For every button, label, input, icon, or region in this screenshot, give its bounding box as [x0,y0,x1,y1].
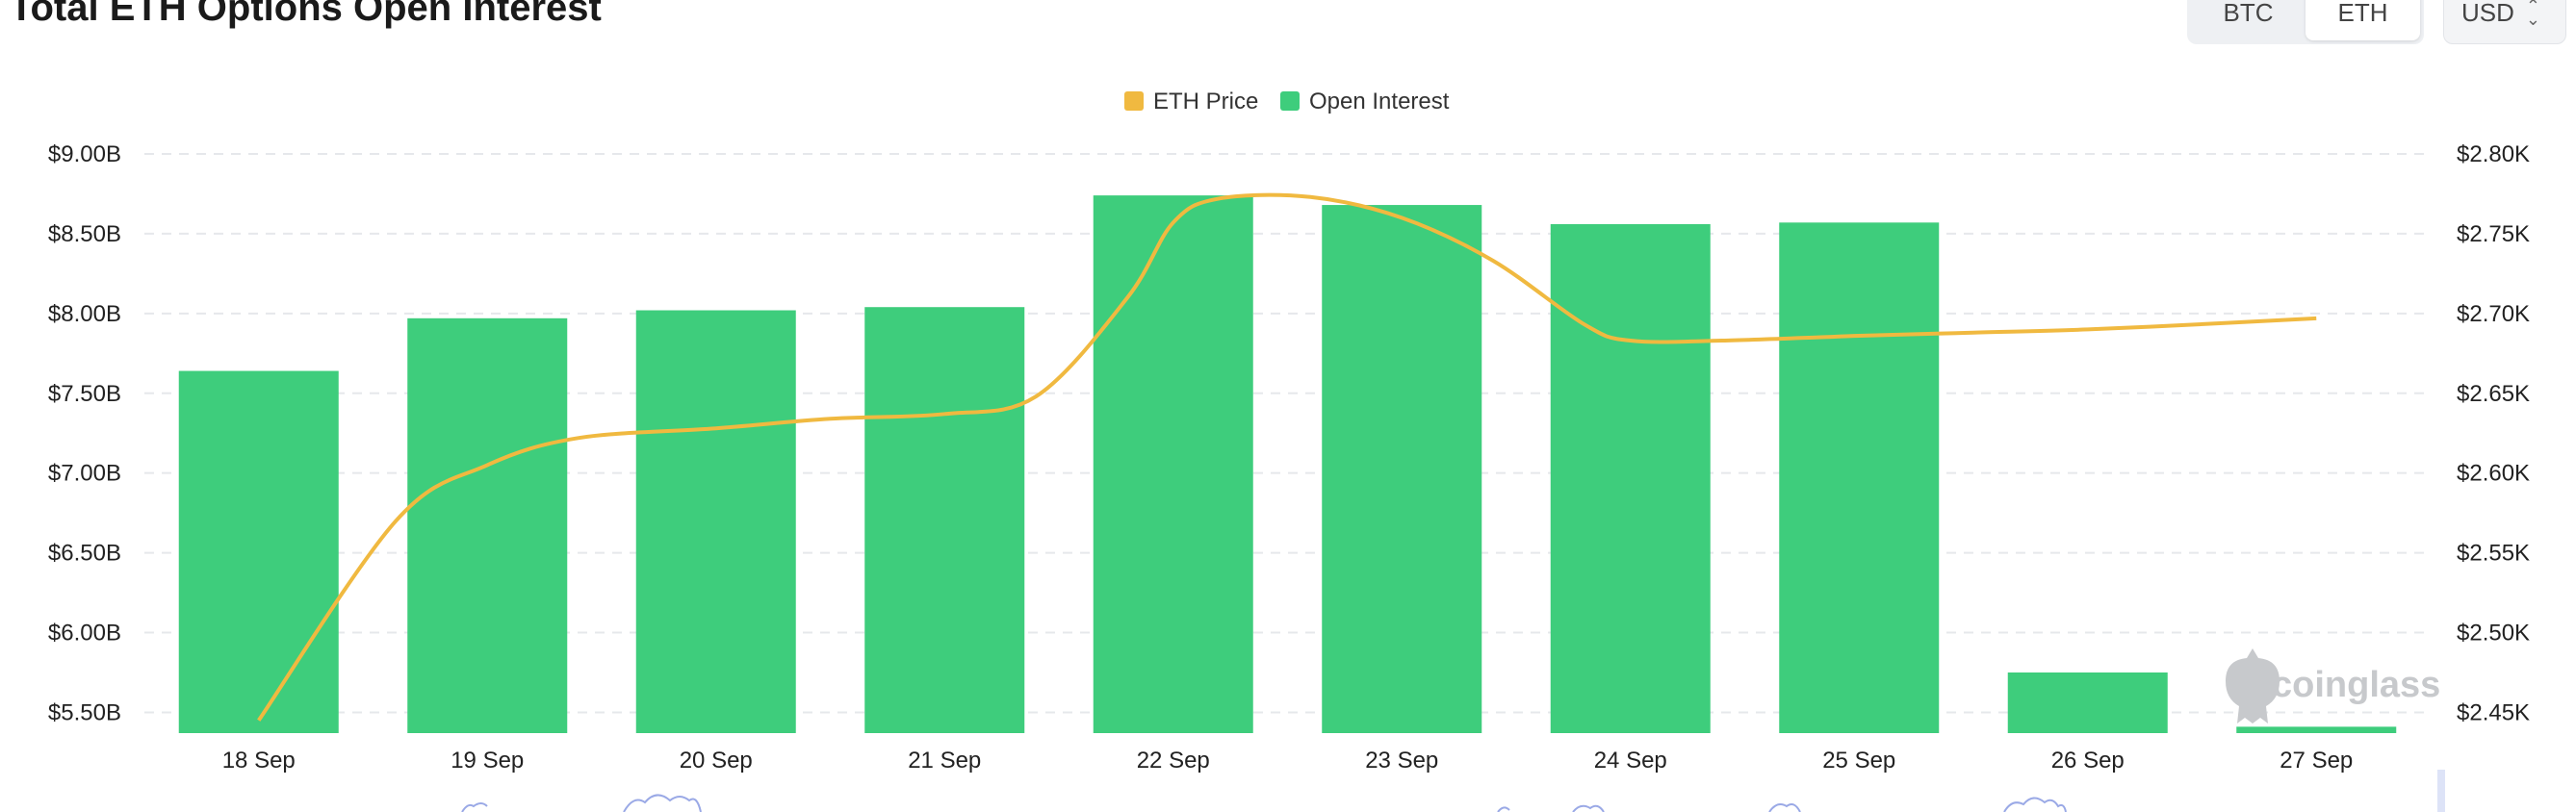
open-interest-bar[interactable] [635,310,796,733]
y-right-tick-label: $2.80K [2457,141,2530,167]
y-right-tick-label: $2.75K [2457,221,2530,247]
btc-tab[interactable]: BTC [2223,0,2274,27]
asset-toggle: BTC ETH [2187,0,2424,44]
y-right-tick-label: $2.65K [2457,381,2530,407]
page-title: Total ETH Options Open Interest [10,0,602,29]
x-tick-label: 24 Sep [1594,748,1667,774]
y-left-tick-label: $8.00B [48,301,121,327]
x-tick-label: 19 Sep [451,748,524,774]
y-right-tick-label: $2.55K [2457,541,2530,567]
y-left-tick-label: $6.50B [48,541,121,567]
coinglass-logo-icon [2226,648,2280,723]
open-interest-bar[interactable] [1779,222,1940,734]
y-right-tick-label: $2.50K [2457,621,2530,647]
x-tick-label: 26 Sep [2051,748,2125,774]
y-right-tick-label: $2.45K [2457,699,2530,725]
watermark-text: coinglass [2272,665,2440,705]
navigator-series [461,794,2067,812]
y-left-tick-label: $9.00B [48,141,121,167]
open-interest-bar[interactable] [2236,726,2397,733]
y-left-tick-label: $8.50B [48,221,121,247]
x-tick-label: 27 Sep [2280,748,2353,774]
chevron-updown-icon: ⌃ ⌄ [2525,0,2540,29]
open-interest-bar[interactable] [178,370,339,733]
open-interest-bar[interactable] [407,317,568,733]
y-left-tick-label: $5.50B [48,699,121,725]
open-interest-bar[interactable] [2007,672,2168,733]
open-interest-bar[interactable] [1550,223,1711,733]
x-tick-label: 18 Sep [222,748,296,774]
currency-value: USD [2461,0,2514,27]
x-tick-label: 25 Sep [1822,748,1895,774]
x-tick-label: 20 Sep [680,748,753,774]
eth-tab[interactable]: ETH [2306,0,2420,40]
open-interest-bar[interactable] [1322,205,1482,734]
navigator-handle[interactable] [2437,770,2445,812]
open-interest-bar[interactable] [864,307,1025,733]
range-navigator[interactable] [461,770,2445,812]
coinglass-watermark: coinglass [2226,648,2440,723]
legend-swatch [1280,91,1300,111]
open-interest-bar[interactable] [1093,195,1253,733]
legend-item[interactable]: Open Interest [1309,89,1450,114]
legend-item[interactable]: ETH Price [1153,89,1258,114]
x-tick-label: 22 Sep [1137,748,1210,774]
y-right-tick-label: $2.70K [2457,301,2530,327]
y-left-tick-label: $7.00B [48,461,121,487]
x-tick-label: 23 Sep [1365,748,1438,774]
y-right-tick-label: $2.60K [2457,461,2530,487]
currency-select[interactable]: USD ⌃ ⌄ [2443,0,2566,44]
y-left-tick-label: $6.00B [48,621,121,647]
eth-price-line[interactable] [257,192,2317,722]
legend-swatch [1124,91,1144,111]
x-tick-label: 21 Sep [908,748,981,774]
y-left-tick-label: $7.50B [48,381,121,407]
